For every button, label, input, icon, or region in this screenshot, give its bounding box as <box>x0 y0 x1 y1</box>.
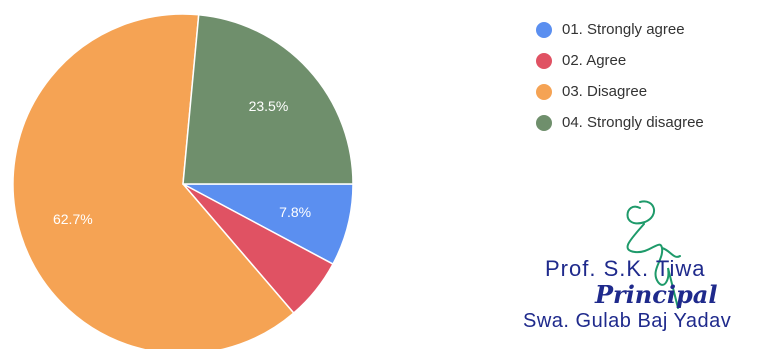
slice-disagree-label: 62.7% <box>53 211 93 227</box>
slice-disagree[interactable] <box>12 13 295 349</box>
principal-stamp: Prof. S.K. Tiwa Principal Swa. Gulab Baj… <box>523 252 783 349</box>
legend-label: 03. Disagree <box>562 83 648 100</box>
legend-swatch <box>536 52 552 69</box>
legend-swatch <box>536 21 552 38</box>
pie-chart: 7.8% 62.7% 23.5% <box>12 13 354 349</box>
slice-strongly-agree-label: 7.8% <box>279 204 311 220</box>
legend-item-strongly-disagree[interactable]: 04. Strongly disagree <box>536 107 704 138</box>
legend-item-strongly-agree[interactable]: 01. Strongly agree <box>536 14 704 45</box>
stamp-name: Prof. S.K. Tiwa <box>545 256 706 281</box>
chart-legend: 01. Strongly agree 02. Agree 03. Disagre… <box>536 14 704 138</box>
handwritten-signature <box>626 200 681 309</box>
stamp-organization: Swa. Gulab Baj Yadav <box>523 310 732 332</box>
legend-swatch <box>536 114 552 131</box>
legend-label: 02. Agree <box>562 52 627 69</box>
legend-swatch <box>536 83 552 100</box>
legend-item-agree[interactable]: 02. Agree <box>536 45 704 76</box>
legend-label: 04. Strongly disagree <box>562 114 704 131</box>
legend-item-disagree[interactable]: 03. Disagree <box>536 76 704 107</box>
slice-strongly-disagree-label: 23.5% <box>249 98 289 114</box>
slice-strongly-disagree[interactable] <box>182 13 354 185</box>
legend-label: 01. Strongly agree <box>562 21 685 38</box>
stamp-title: Principal <box>595 280 718 309</box>
